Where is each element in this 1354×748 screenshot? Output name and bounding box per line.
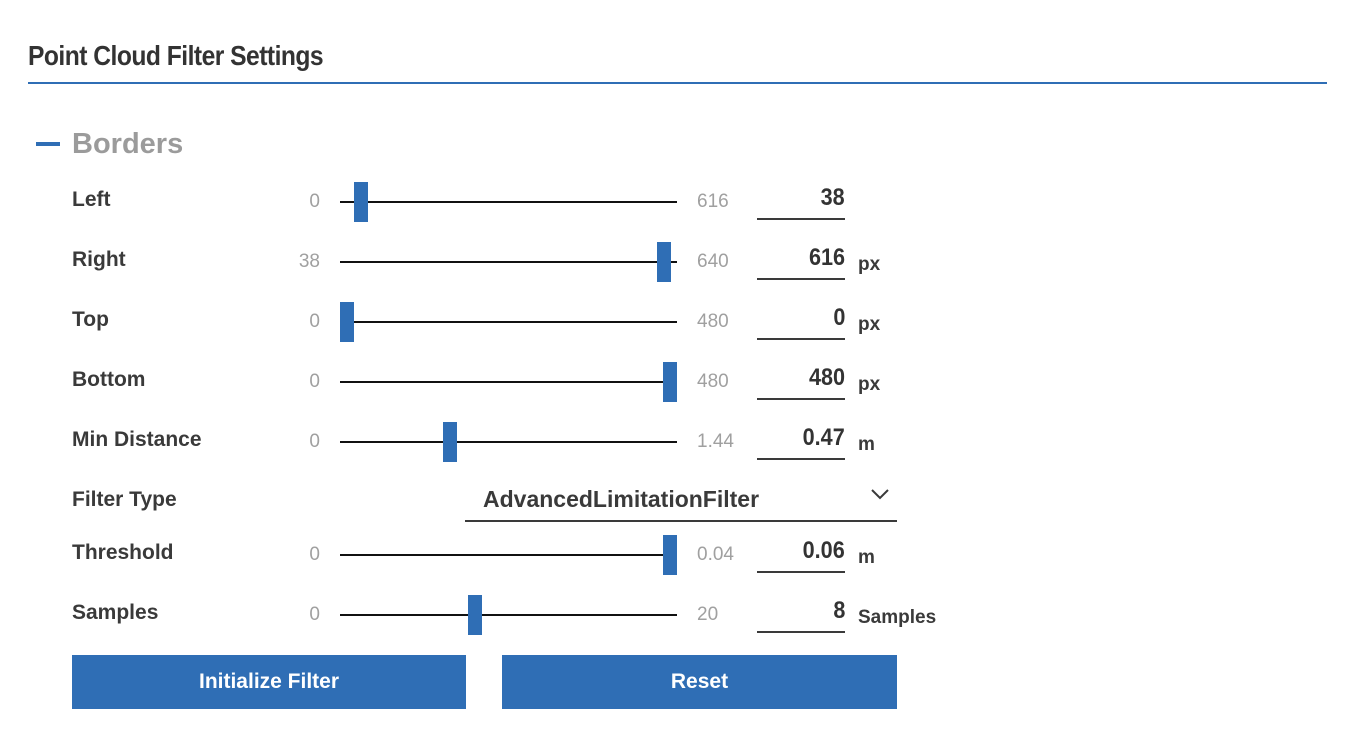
threshold-min: 0: [309, 544, 320, 565]
minus-icon: [36, 142, 60, 146]
slider-thumb[interactable]: [663, 535, 677, 575]
slider-thumb[interactable]: [340, 302, 354, 342]
min-distance-slider[interactable]: [340, 422, 677, 462]
row-left: Left 0 616 38: [0, 172, 1354, 232]
threshold-unit: m: [858, 547, 875, 568]
top-value: 0: [832, 304, 845, 331]
row-right: Right 38 640 616 px: [0, 232, 1354, 292]
row-filter-type: Filter Type AdvancedLimitationFilter: [0, 472, 1354, 532]
row-samples: Samples 0 20 8 Samples: [0, 585, 1354, 645]
bottom-min: 0: [309, 371, 320, 392]
min-distance-value-input[interactable]: 0.47: [757, 420, 845, 460]
row-top: Top 0 480 0 px: [0, 292, 1354, 352]
bottom-slider[interactable]: [340, 362, 677, 402]
row-bottom: Bottom 0 480 480 px: [0, 352, 1354, 412]
right-max: 640: [697, 251, 729, 272]
slider-track: [340, 201, 677, 203]
right-unit: px: [858, 254, 881, 275]
samples-unit: Samples: [858, 607, 937, 628]
min-distance-min: 0: [309, 431, 320, 452]
bottom-value-input[interactable]: 480: [757, 360, 845, 400]
left-max: 616: [697, 191, 729, 212]
right-min: 38: [298, 251, 320, 272]
top-max: 480: [697, 311, 729, 332]
min-distance-max: 1.44: [697, 431, 734, 452]
top-value-input[interactable]: 0: [757, 300, 845, 340]
right-value: 616: [808, 244, 845, 271]
min-distance-label: Min Distance: [72, 428, 202, 451]
filter-type-select[interactable]: AdvancedLimitationFilter: [465, 480, 897, 522]
bottom-label: Bottom: [72, 368, 146, 391]
slider-track: [340, 441, 677, 443]
top-slider[interactable]: [340, 302, 677, 342]
threshold-max: 0.04: [697, 544, 734, 565]
top-unit: px: [858, 314, 881, 335]
bottom-unit: px: [858, 374, 881, 395]
right-value-input[interactable]: 616: [757, 240, 845, 280]
slider-thumb[interactable]: [467, 595, 482, 635]
samples-label: Samples: [72, 601, 159, 624]
top-min: 0: [309, 311, 320, 332]
left-slider[interactable]: [340, 182, 677, 222]
left-min: 0: [309, 191, 320, 212]
slider-thumb[interactable]: [656, 242, 671, 282]
slider-track: [340, 261, 677, 263]
left-label: Left: [72, 188, 111, 211]
samples-value: 8: [832, 597, 845, 624]
bottom-max: 480: [697, 371, 729, 392]
collapse-toggle[interactable]: [36, 126, 62, 166]
samples-max: 20: [697, 604, 719, 625]
slider-thumb[interactable]: [663, 362, 677, 402]
page-title: Point Cloud Filter Settings: [28, 40, 324, 71]
row-min-distance: Min Distance 0 1.44 0.47 m: [0, 412, 1354, 472]
slider-thumb[interactable]: [442, 422, 457, 462]
samples-slider[interactable]: [340, 595, 677, 635]
row-threshold: Threshold 0 0.04 0.06 m: [0, 525, 1354, 585]
right-slider[interactable]: [340, 242, 677, 282]
filter-type-label: Filter Type: [72, 488, 177, 511]
page-header: Point Cloud Filter Settings: [28, 36, 1327, 84]
section-title: Borders: [72, 128, 184, 160]
chevron-down-icon: [871, 489, 889, 500]
threshold-slider[interactable]: [340, 535, 677, 575]
slider-track: [340, 554, 677, 556]
threshold-value: 0.06: [802, 537, 845, 564]
slider-thumb[interactable]: [353, 182, 368, 222]
threshold-value-input[interactable]: 0.06: [757, 533, 845, 573]
right-label: Right: [72, 248, 126, 271]
left-value: 38: [820, 184, 845, 211]
samples-value-input[interactable]: 8: [757, 593, 845, 633]
top-label: Top: [72, 308, 109, 331]
left-value-input[interactable]: 38: [757, 180, 845, 220]
filter-type-value: AdvancedLimitationFilter: [483, 486, 760, 512]
min-distance-unit: m: [858, 434, 875, 455]
slider-track: [340, 614, 677, 616]
slider-track: [340, 381, 677, 383]
reset-button[interactable]: Reset: [502, 655, 897, 709]
slider-track: [340, 321, 677, 323]
threshold-label: Threshold: [72, 541, 174, 564]
min-distance-value: 0.47: [802, 424, 845, 451]
bottom-value: 480: [808, 364, 845, 391]
initialize-filter-button[interactable]: Initialize Filter: [72, 655, 466, 709]
samples-min: 0: [309, 604, 320, 625]
